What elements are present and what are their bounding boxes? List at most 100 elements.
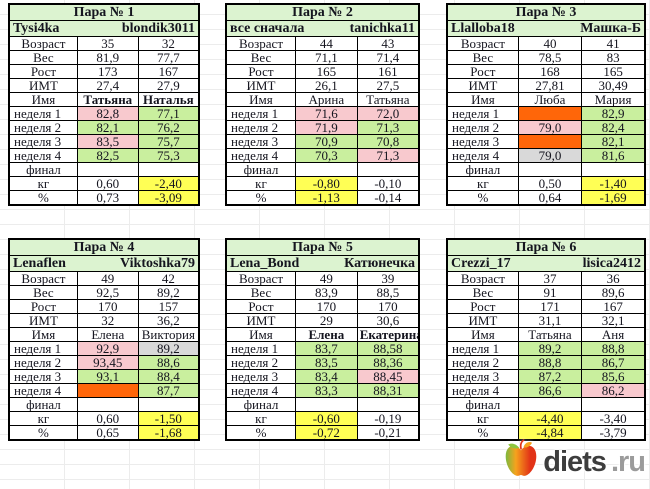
row-label: неделя 3 [225, 134, 296, 149]
value-cell: 30,49 [581, 78, 646, 93]
value-cell: 83,5 [76, 134, 139, 149]
row-label: неделя 3 [446, 134, 519, 149]
value-cell [517, 106, 583, 121]
row-label: финал [8, 162, 78, 177]
value-cell: 92,5 [76, 285, 139, 300]
username-left: Llalloba18 [451, 21, 515, 36]
value-cell: 88,8 [581, 341, 646, 356]
value-cell: -0,21 [356, 425, 420, 441]
value-cell: Елена [294, 327, 358, 342]
value-cell: 83 [581, 50, 646, 65]
value-cell: 167 [581, 299, 646, 314]
value-cell: Татьяна [517, 327, 583, 342]
value-cell: 36,2 [137, 313, 200, 328]
value-cell: Мария [581, 92, 646, 107]
value-cell: 170 [294, 299, 358, 314]
value-cell: -0,10 [356, 176, 420, 191]
row-label: кг [225, 411, 296, 426]
value-cell: 85,6 [581, 369, 646, 384]
username-left: Crezzi_17 [451, 256, 511, 271]
value-cell: 82,1 [76, 120, 139, 135]
value-cell: 86,6 [517, 383, 583, 398]
value-cell: -0,72 [294, 425, 358, 441]
row-label: кг [225, 176, 296, 191]
row-label: Имя [8, 92, 78, 107]
value-cell: 89,2 [137, 285, 200, 300]
row-label: % [446, 190, 519, 206]
row-label: Рост [446, 299, 519, 314]
row-label: Рост [225, 64, 296, 79]
value-cell [517, 397, 583, 412]
row-label: Вес [8, 50, 78, 65]
value-cell: 71,9 [294, 120, 358, 135]
value-cell: Татьяна [356, 92, 420, 107]
value-cell: 88,8 [517, 355, 583, 370]
value-cell: 165 [581, 64, 646, 79]
value-cell: 27,81 [517, 78, 583, 93]
row-label: финал [225, 162, 296, 177]
pair-table-6: Пара № 6 Crezzi_17 lisica2412 Возраст 37 36 Ве… [446, 238, 646, 441]
row-label: Имя [225, 92, 296, 107]
value-cell: 32 [137, 36, 200, 51]
value-cell: 170 [356, 299, 420, 314]
row-label: кг [8, 411, 78, 426]
row-label: неделя 2 [225, 120, 296, 135]
value-cell [356, 397, 420, 412]
value-cell: 161 [356, 64, 420, 79]
row-label: финал [225, 397, 296, 412]
diets-ru-logo[interactable]: diets .ru [504, 439, 646, 485]
value-cell: 70,8 [356, 134, 420, 149]
value-cell: Арина [294, 92, 358, 107]
row-label: финал [446, 397, 519, 412]
row-label: неделя 4 [225, 383, 296, 398]
value-cell: 27,9 [137, 78, 200, 93]
value-cell: 0,65 [76, 425, 139, 441]
value-cell: 79,0 [517, 120, 583, 135]
row-label: ИМТ [446, 313, 519, 328]
row-label: ИМТ [225, 78, 296, 93]
value-cell: -1,68 [137, 425, 200, 441]
value-cell: 82,5 [76, 148, 139, 163]
pair-title: Пара № 4 [8, 238, 200, 256]
row-label: неделя 4 [8, 148, 78, 163]
value-cell: 26,1 [294, 78, 358, 93]
value-cell: Виктория [137, 327, 200, 342]
value-cell: 165 [294, 64, 358, 79]
row-label: неделя 4 [446, 383, 519, 398]
row-label: Рост [8, 64, 78, 79]
value-cell: 86,7 [581, 355, 646, 370]
value-cell: 49 [76, 271, 139, 286]
value-cell: 77,1 [137, 106, 200, 121]
row-label: неделя 1 [8, 106, 78, 121]
value-cell: 78,5 [517, 50, 583, 65]
value-cell: 0,64 [517, 190, 583, 206]
value-cell: 37 [517, 271, 583, 286]
value-cell: 77,7 [137, 50, 200, 65]
value-cell: 82,8 [76, 106, 139, 121]
value-cell: 71,4 [356, 50, 420, 65]
value-cell: -3,09 [137, 190, 200, 206]
value-cell: -0,19 [356, 411, 420, 426]
value-cell: 88,45 [356, 369, 420, 384]
value-cell: Екатерина [356, 327, 420, 342]
value-cell: 41 [581, 36, 646, 51]
row-label: Рост [446, 64, 519, 79]
username-right: Машка-Б [580, 21, 641, 36]
pair-title: Пара № 3 [446, 3, 646, 21]
value-cell [137, 162, 200, 177]
row-label: Рост [8, 299, 78, 314]
pair-table-3: Пара № 3 Llalloba18 Машка-Б Возраст 40 41 Вес 7… [446, 3, 646, 206]
logo-suffix: .ru [610, 445, 646, 478]
value-cell: 43 [356, 36, 420, 51]
username-right: blondik3011 [121, 21, 195, 36]
value-cell: -3,40 [581, 411, 646, 426]
row-label: Возраст [8, 271, 78, 286]
row-label: неделя 2 [8, 355, 78, 370]
usernames-row: Lena_Bond Катюнечка [225, 255, 420, 272]
value-cell: 36 [581, 271, 646, 286]
value-cell [76, 162, 139, 177]
row-label: неделя 4 [225, 148, 296, 163]
value-cell: 42 [137, 271, 200, 286]
value-cell: 0,60 [76, 411, 139, 426]
row-label: неделя 2 [8, 120, 78, 135]
